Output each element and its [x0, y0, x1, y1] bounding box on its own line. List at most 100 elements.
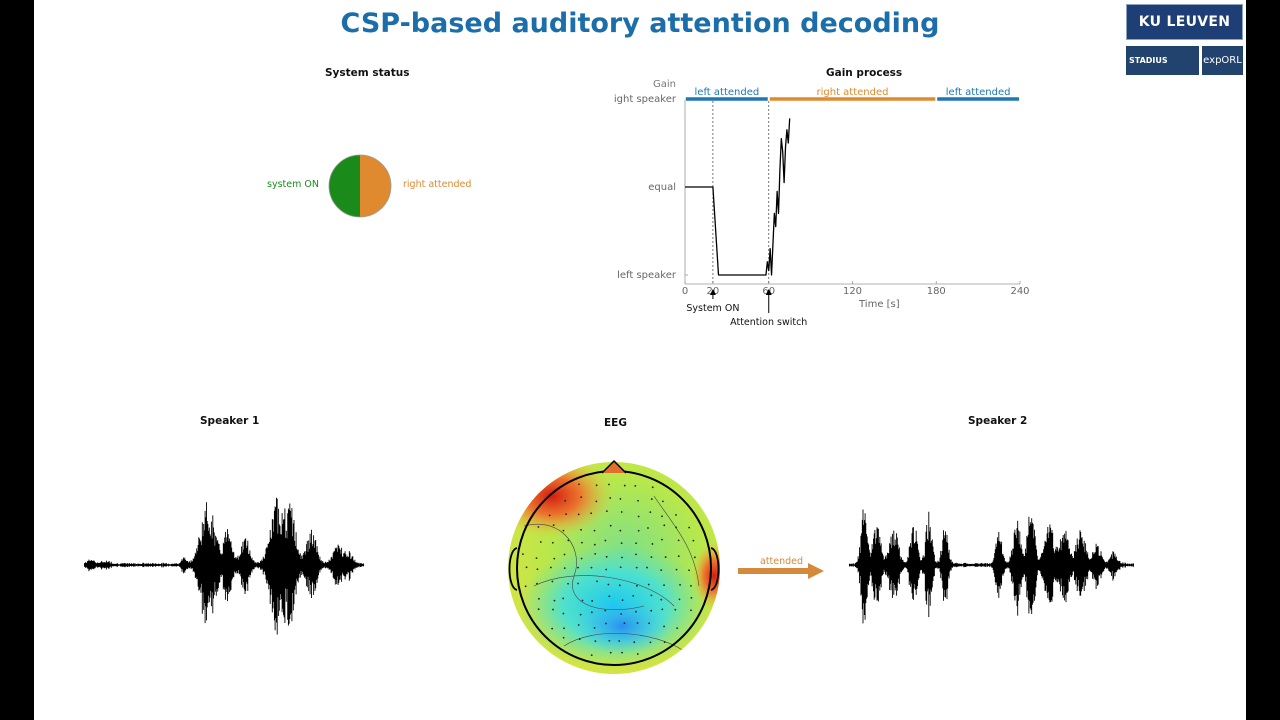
eeg-electrode — [609, 497, 612, 499]
eeg-electrode — [609, 524, 612, 527]
eeg-electrode — [648, 622, 651, 625]
eeg-electrode — [548, 514, 551, 517]
eeg-electrode — [580, 541, 583, 544]
eeg-electrode — [539, 541, 542, 543]
eeg-electrode — [693, 556, 696, 559]
eeg-electrode — [635, 566, 638, 569]
eeg-electrode — [621, 651, 623, 654]
eeg-electrode — [690, 596, 693, 599]
eeg-electrode — [577, 624, 580, 626]
eeg-electrode — [690, 609, 692, 612]
eeg-electrode — [590, 654, 593, 657]
eeg-electrode — [635, 610, 637, 613]
eeg-electrode — [663, 641, 666, 644]
event-arrow-head — [765, 289, 772, 295]
eeg-electrode — [675, 526, 678, 529]
eeg-electrode — [577, 566, 579, 569]
eeg-electrode — [549, 566, 552, 569]
eeg-electrode — [636, 653, 639, 655]
eeg-electrode — [651, 486, 654, 489]
eeg-electrode — [608, 483, 610, 486]
eeg-electrode — [637, 515, 640, 518]
eeg-nose — [601, 459, 627, 474]
eeg-electrode — [536, 582, 538, 585]
logo-area: KU LEUVEN STADIUS expORL — [1126, 4, 1244, 76]
eeg-electrode — [649, 511, 652, 513]
eeg-electrode — [607, 583, 610, 586]
eeg-electrode — [647, 583, 650, 586]
eeg-electrode — [688, 526, 691, 529]
eeg-electrode — [635, 584, 638, 587]
status-indicator — [328, 154, 392, 218]
gain-process-heading: Gain process — [826, 67, 903, 79]
waveform-trace — [849, 509, 1134, 624]
eeg-heading: EEG — [604, 417, 627, 429]
eeg-electrode — [591, 600, 594, 602]
status-indicator-left-half — [329, 155, 360, 217]
eeg-electrode — [593, 543, 596, 546]
eeg-electrode — [646, 566, 648, 569]
eeg-electrode — [564, 499, 567, 502]
eeg-electrode — [621, 556, 623, 559]
eeg-electrode — [562, 597, 565, 600]
eeg-electrode — [609, 651, 612, 654]
speaker1-waveform — [84, 497, 364, 635]
eeg-electrode — [620, 511, 623, 513]
y-tick-label: right speaker — [614, 94, 677, 105]
eeg-electrode — [551, 580, 554, 583]
eeg-electrode — [635, 553, 637, 556]
eeg-electrode — [551, 541, 554, 544]
eeg-electrode — [650, 594, 653, 597]
eeg-electrode — [577, 513, 580, 516]
eeg-electrode — [660, 598, 663, 601]
eeg-topography — [508, 459, 720, 674]
eeg-electrode — [536, 568, 539, 571]
eeg-electrode — [688, 569, 690, 572]
exporl-logo: expORL — [1202, 46, 1243, 75]
eeg-electrode — [562, 529, 565, 532]
eeg-electrode — [661, 608, 664, 611]
eeg-right-ear — [710, 547, 720, 591]
eeg-electrode — [605, 510, 608, 513]
eeg-electrode — [577, 582, 579, 585]
y-tick-label: left speaker — [617, 270, 677, 281]
eeg-electrode — [679, 584, 681, 586]
x-tick-label: 120 — [843, 286, 862, 297]
eeg-electrode — [537, 526, 540, 528]
speaker1-heading: Speaker 1 — [200, 415, 260, 427]
eeg-electrode — [581, 599, 584, 602]
eeg-electrode — [580, 528, 582, 531]
eeg-electrode — [590, 611, 593, 614]
x-axis-label: Time [s] — [858, 299, 900, 310]
attended-side-label: right attended — [403, 179, 472, 190]
eeg-electrode — [553, 557, 556, 560]
eeg-electrode — [675, 514, 677, 516]
eeg-electrode — [590, 566, 593, 569]
eeg-electrode — [663, 625, 665, 628]
eeg-electrode — [604, 609, 607, 612]
gain-line — [685, 118, 791, 276]
x-tick-label: 240 — [1010, 286, 1029, 297]
eeg-electrode — [692, 539, 695, 542]
eeg-electrode — [522, 553, 524, 555]
eeg-electrode — [562, 612, 565, 615]
eeg-electrode — [618, 584, 621, 587]
eeg-electrode — [596, 580, 598, 583]
eeg-electrode — [637, 499, 639, 502]
eeg-electrode — [676, 627, 679, 630]
eeg-electrode — [593, 529, 596, 532]
eeg-electrode — [567, 582, 569, 585]
eeg-electrode — [552, 524, 555, 527]
eeg-electrode — [649, 641, 652, 644]
eeg-electrode — [623, 484, 626, 487]
eeg-electrode — [619, 566, 622, 569]
x-tick-label: 180 — [927, 286, 946, 297]
y-tick-label: equal — [648, 182, 676, 193]
eeg-electrode — [579, 613, 582, 616]
eeg-electrode — [563, 627, 565, 630]
eeg-electrode — [647, 527, 649, 529]
eeg-electrode — [565, 513, 567, 516]
eeg-electrode — [563, 553, 566, 556]
eeg-electrode — [675, 568, 678, 571]
speaker2-waveform — [849, 509, 1134, 624]
